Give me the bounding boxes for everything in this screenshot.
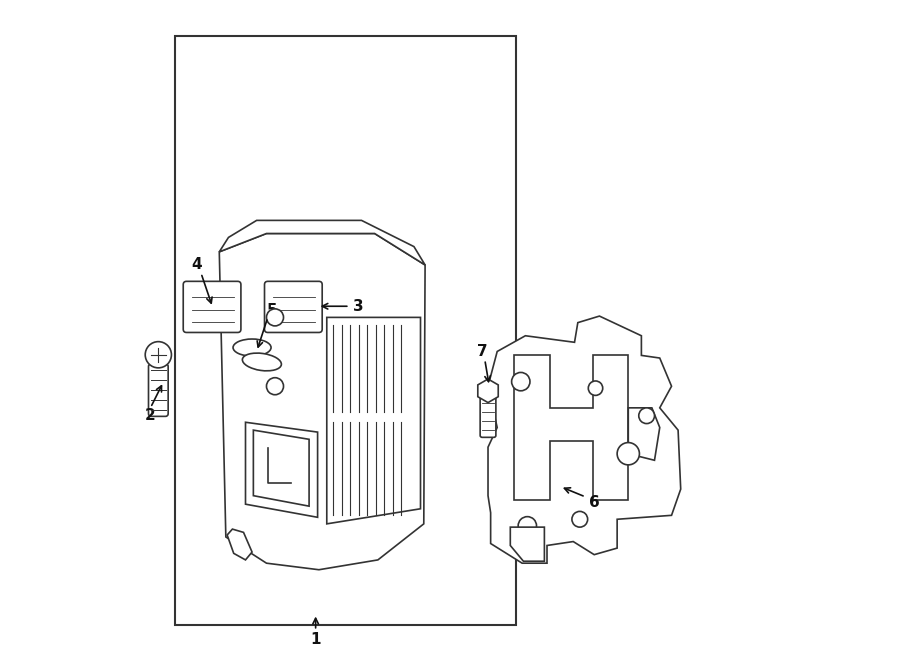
Polygon shape: [488, 316, 680, 563]
Circle shape: [617, 443, 639, 465]
Text: 3: 3: [353, 299, 364, 314]
Text: 1: 1: [310, 633, 321, 647]
Ellipse shape: [233, 339, 271, 356]
Ellipse shape: [242, 353, 282, 371]
FancyBboxPatch shape: [265, 282, 322, 332]
Circle shape: [639, 408, 654, 424]
Polygon shape: [220, 233, 425, 570]
Polygon shape: [246, 422, 318, 518]
Text: 5: 5: [266, 303, 277, 319]
Text: 4: 4: [191, 257, 202, 272]
Polygon shape: [628, 408, 660, 460]
Text: 7: 7: [478, 344, 488, 359]
Polygon shape: [478, 379, 499, 403]
FancyBboxPatch shape: [184, 282, 241, 332]
FancyBboxPatch shape: [148, 364, 168, 416]
Circle shape: [589, 381, 603, 395]
Polygon shape: [220, 220, 425, 265]
Circle shape: [511, 372, 530, 391]
Bar: [175, 36, 516, 625]
Circle shape: [266, 377, 284, 395]
Text: 2: 2: [145, 408, 156, 423]
Polygon shape: [254, 430, 309, 506]
FancyBboxPatch shape: [481, 391, 496, 438]
Polygon shape: [510, 527, 544, 561]
Circle shape: [518, 517, 536, 535]
Circle shape: [266, 309, 284, 326]
Polygon shape: [227, 529, 252, 560]
Circle shape: [572, 512, 588, 527]
Polygon shape: [327, 317, 420, 524]
Polygon shape: [514, 356, 628, 500]
Text: 6: 6: [589, 494, 599, 510]
Circle shape: [145, 342, 171, 368]
